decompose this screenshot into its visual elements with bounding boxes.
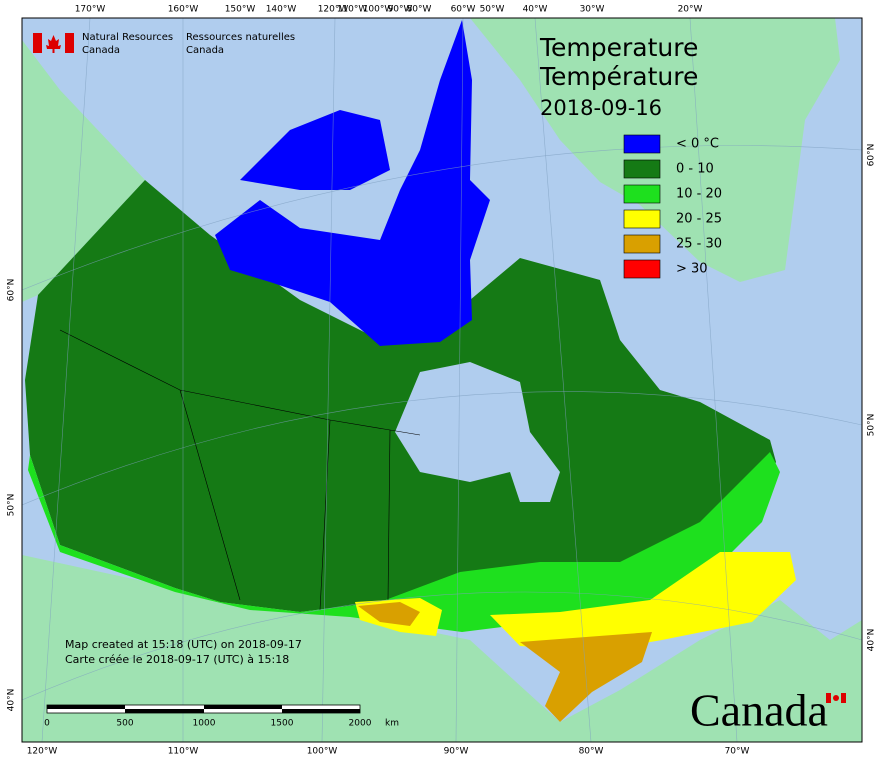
lon-label: 140°W bbox=[266, 5, 297, 15]
zone-below-0 bbox=[215, 20, 490, 346]
scale-unit: km bbox=[385, 719, 399, 729]
lat-label: 50°N bbox=[867, 414, 877, 437]
map-body bbox=[22, 18, 862, 742]
title-en: Temperature bbox=[539, 33, 698, 62]
scale-label: 500 bbox=[116, 719, 133, 729]
legend-label: < 0 °C bbox=[676, 137, 719, 152]
lon-label: 30°W bbox=[580, 5, 605, 15]
lon-label: 70°W bbox=[725, 747, 750, 757]
legend-label: 25 - 30 bbox=[676, 237, 722, 252]
lon-label: 170°W bbox=[75, 5, 106, 15]
legend-swatch bbox=[623, 209, 661, 229]
legend-label: > 30 bbox=[676, 262, 708, 277]
flag-bar bbox=[826, 693, 831, 703]
graticule-lines bbox=[41, 18, 738, 742]
zone-25-30 bbox=[358, 602, 420, 626]
graticule-labels: 170°W 160°W 150°W 140°W 120°W110°W100°W90°W8… bbox=[7, 5, 877, 757]
legend-swatch bbox=[623, 134, 661, 154]
map-frame bbox=[21, 17, 863, 743]
scale-bar bbox=[46, 704, 361, 714]
lon-label: 120°W bbox=[27, 747, 58, 757]
province-borders bbox=[59, 329, 421, 611]
zone-20-25 bbox=[490, 552, 796, 652]
flag-bar bbox=[33, 33, 42, 53]
note-fr: Carte créée le 2018-09-17 (UTC) à 15:18 bbox=[65, 653, 289, 666]
lon-label: 160°W bbox=[168, 5, 199, 15]
legend-swatch bbox=[623, 184, 661, 204]
scale-label: 1500 bbox=[271, 719, 294, 729]
legend-label: 10 - 20 bbox=[676, 187, 722, 202]
lon-label: 90°W bbox=[444, 747, 469, 757]
agency-fr: Ressources naturelles bbox=[186, 32, 295, 43]
legend-label: 20 - 25 bbox=[676, 212, 722, 227]
maple-leaf bbox=[46, 35, 61, 53]
lon-label: 20°W bbox=[678, 5, 703, 15]
zone-below-0 bbox=[240, 110, 390, 190]
lon-label: 80°W bbox=[407, 5, 432, 15]
scale-bar-segment bbox=[204, 705, 282, 709]
legend-swatch bbox=[623, 159, 661, 179]
scale-bar-segment bbox=[282, 709, 360, 713]
legend-label: 0 - 10 bbox=[676, 162, 714, 177]
agency-en: Canada bbox=[82, 45, 120, 56]
flag-logo bbox=[33, 33, 74, 53]
note-en: Map created at 15:18 (UTC) on 2018-09-17 bbox=[65, 638, 302, 651]
lon-label: 90°W bbox=[388, 5, 413, 15]
lon-label: 100°W bbox=[363, 5, 394, 15]
lon-label: 100°W bbox=[307, 747, 338, 757]
agency-fr: Canada bbox=[186, 45, 224, 56]
lon-label: 120°W bbox=[318, 5, 349, 15]
graticule-lines bbox=[22, 145, 862, 701]
map-date: 2018-09-16 bbox=[540, 96, 662, 120]
agency-en: Natural Resources bbox=[82, 32, 173, 43]
legend-swatch bbox=[623, 259, 661, 279]
scale-label: 2000 bbox=[349, 719, 372, 729]
scale-label: 0 bbox=[44, 719, 50, 729]
lon-label: 110°W bbox=[168, 747, 199, 757]
lon-label: 40°W bbox=[523, 5, 548, 15]
scale-bar-segment bbox=[125, 709, 204, 713]
zone-10-20 bbox=[28, 452, 780, 632]
legend: < 0 °C 0 - 10 10 - 20 20 - 25 25 - 30 > 30 bbox=[623, 134, 722, 279]
scale-label: 1000 bbox=[193, 719, 216, 729]
lon-label: 110°W bbox=[337, 5, 368, 15]
lon-label: 150°W bbox=[225, 5, 256, 15]
maple-leaf bbox=[833, 695, 839, 701]
wordmark: Canada bbox=[690, 685, 828, 736]
lon-label: 50°W bbox=[480, 5, 505, 15]
flag-bar bbox=[65, 33, 74, 53]
lat-label: 60°N bbox=[7, 279, 17, 302]
flag-bar bbox=[841, 693, 846, 703]
lat-label: 40°N bbox=[867, 629, 877, 652]
lon-label: 60°W bbox=[451, 5, 476, 15]
scale-bar-segment bbox=[47, 705, 125, 709]
legend-swatch bbox=[623, 234, 661, 254]
lat-label: 40°N bbox=[7, 689, 17, 712]
lat-label: 60°N bbox=[867, 144, 877, 167]
wordmark-flag bbox=[826, 693, 846, 703]
title-fr: Température bbox=[539, 62, 698, 91]
lat-label: 50°N bbox=[7, 494, 17, 517]
alaska bbox=[22, 40, 145, 302]
lon-label: 80°W bbox=[579, 747, 604, 757]
hudson-bay bbox=[395, 362, 560, 502]
